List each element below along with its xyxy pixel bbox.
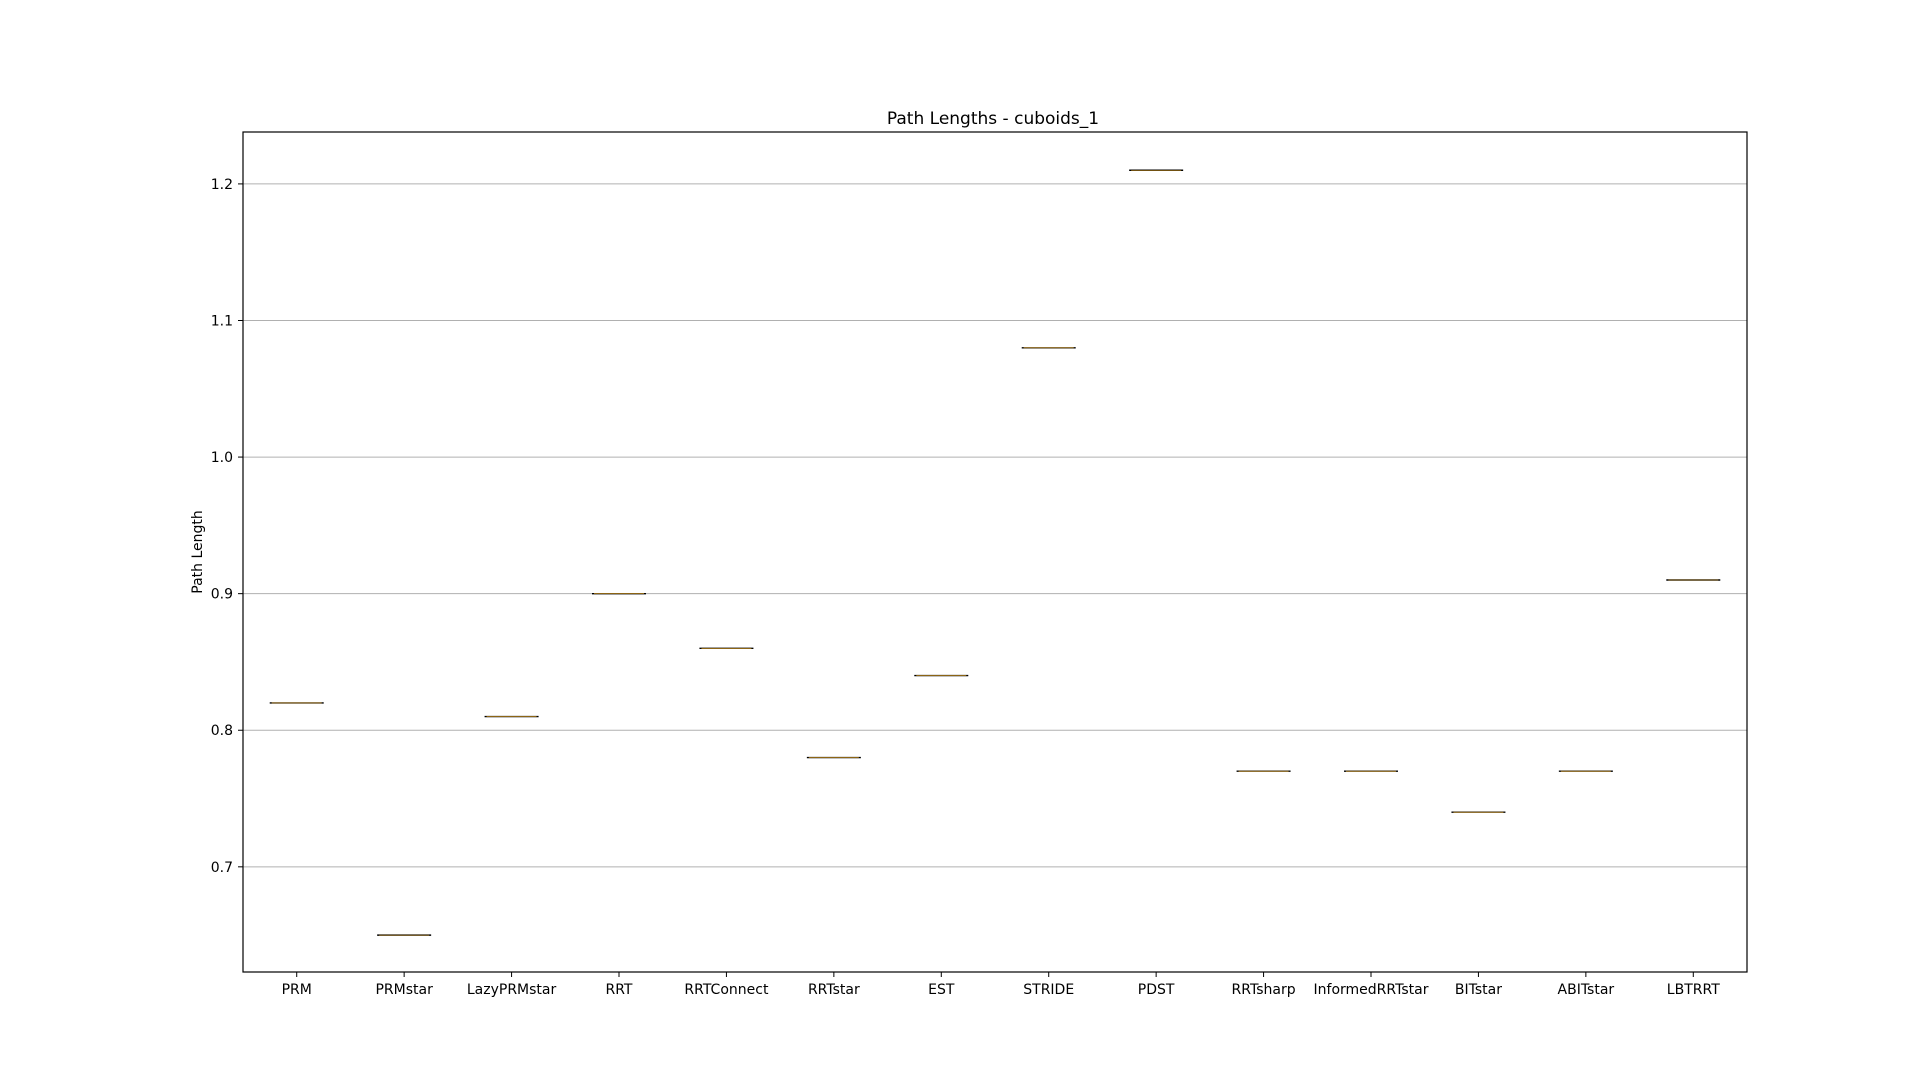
x-tick-label: RRTsharp (1232, 982, 1296, 998)
x-tick-label: LBTRRT (1667, 982, 1720, 998)
y-tick-label: 0.8 (211, 723, 233, 739)
x-tick-label: RRTstar (808, 982, 860, 998)
y-axis-ticks: 0.7 0.8 0.9 1.0 1.1 1.2 (211, 177, 243, 876)
y-tick-label: 0.9 (211, 587, 233, 603)
y-tick-label: 1.0 (211, 450, 233, 466)
plot-area-frame (242, 131, 1748, 973)
x-tick-label: RRTConnect (684, 982, 769, 998)
y-tick-label: 0.7 (211, 860, 233, 876)
box-marks (269, 169, 1721, 936)
grid-lines (243, 183, 1747, 868)
x-tick-label: PRMstar (375, 982, 433, 998)
y-tick-label: 1.2 (211, 177, 233, 193)
x-tick-label: BITstar (1455, 982, 1502, 998)
y-tick-label: 1.1 (211, 313, 233, 329)
x-tick-label: RRT (606, 982, 633, 998)
x-tick-label: LazyPRMstar (467, 982, 557, 998)
x-axis-ticks: PRM PRMstar LazyPRMstar RRT RRTConnect RRTsta… (282, 972, 1720, 998)
y-axis-label: Path Length (190, 510, 206, 594)
x-tick-label: PRM (282, 982, 312, 998)
x-tick-label: EST (928, 982, 955, 998)
chart-title: Path Lengths - cuboids_1 (887, 109, 1099, 129)
x-tick-label: STRIDE (1023, 982, 1074, 998)
x-tick-label: ABITstar (1558, 982, 1615, 998)
x-tick-label: PDST (1138, 982, 1175, 998)
x-tick-label: InformedRRTstar (1314, 982, 1429, 998)
